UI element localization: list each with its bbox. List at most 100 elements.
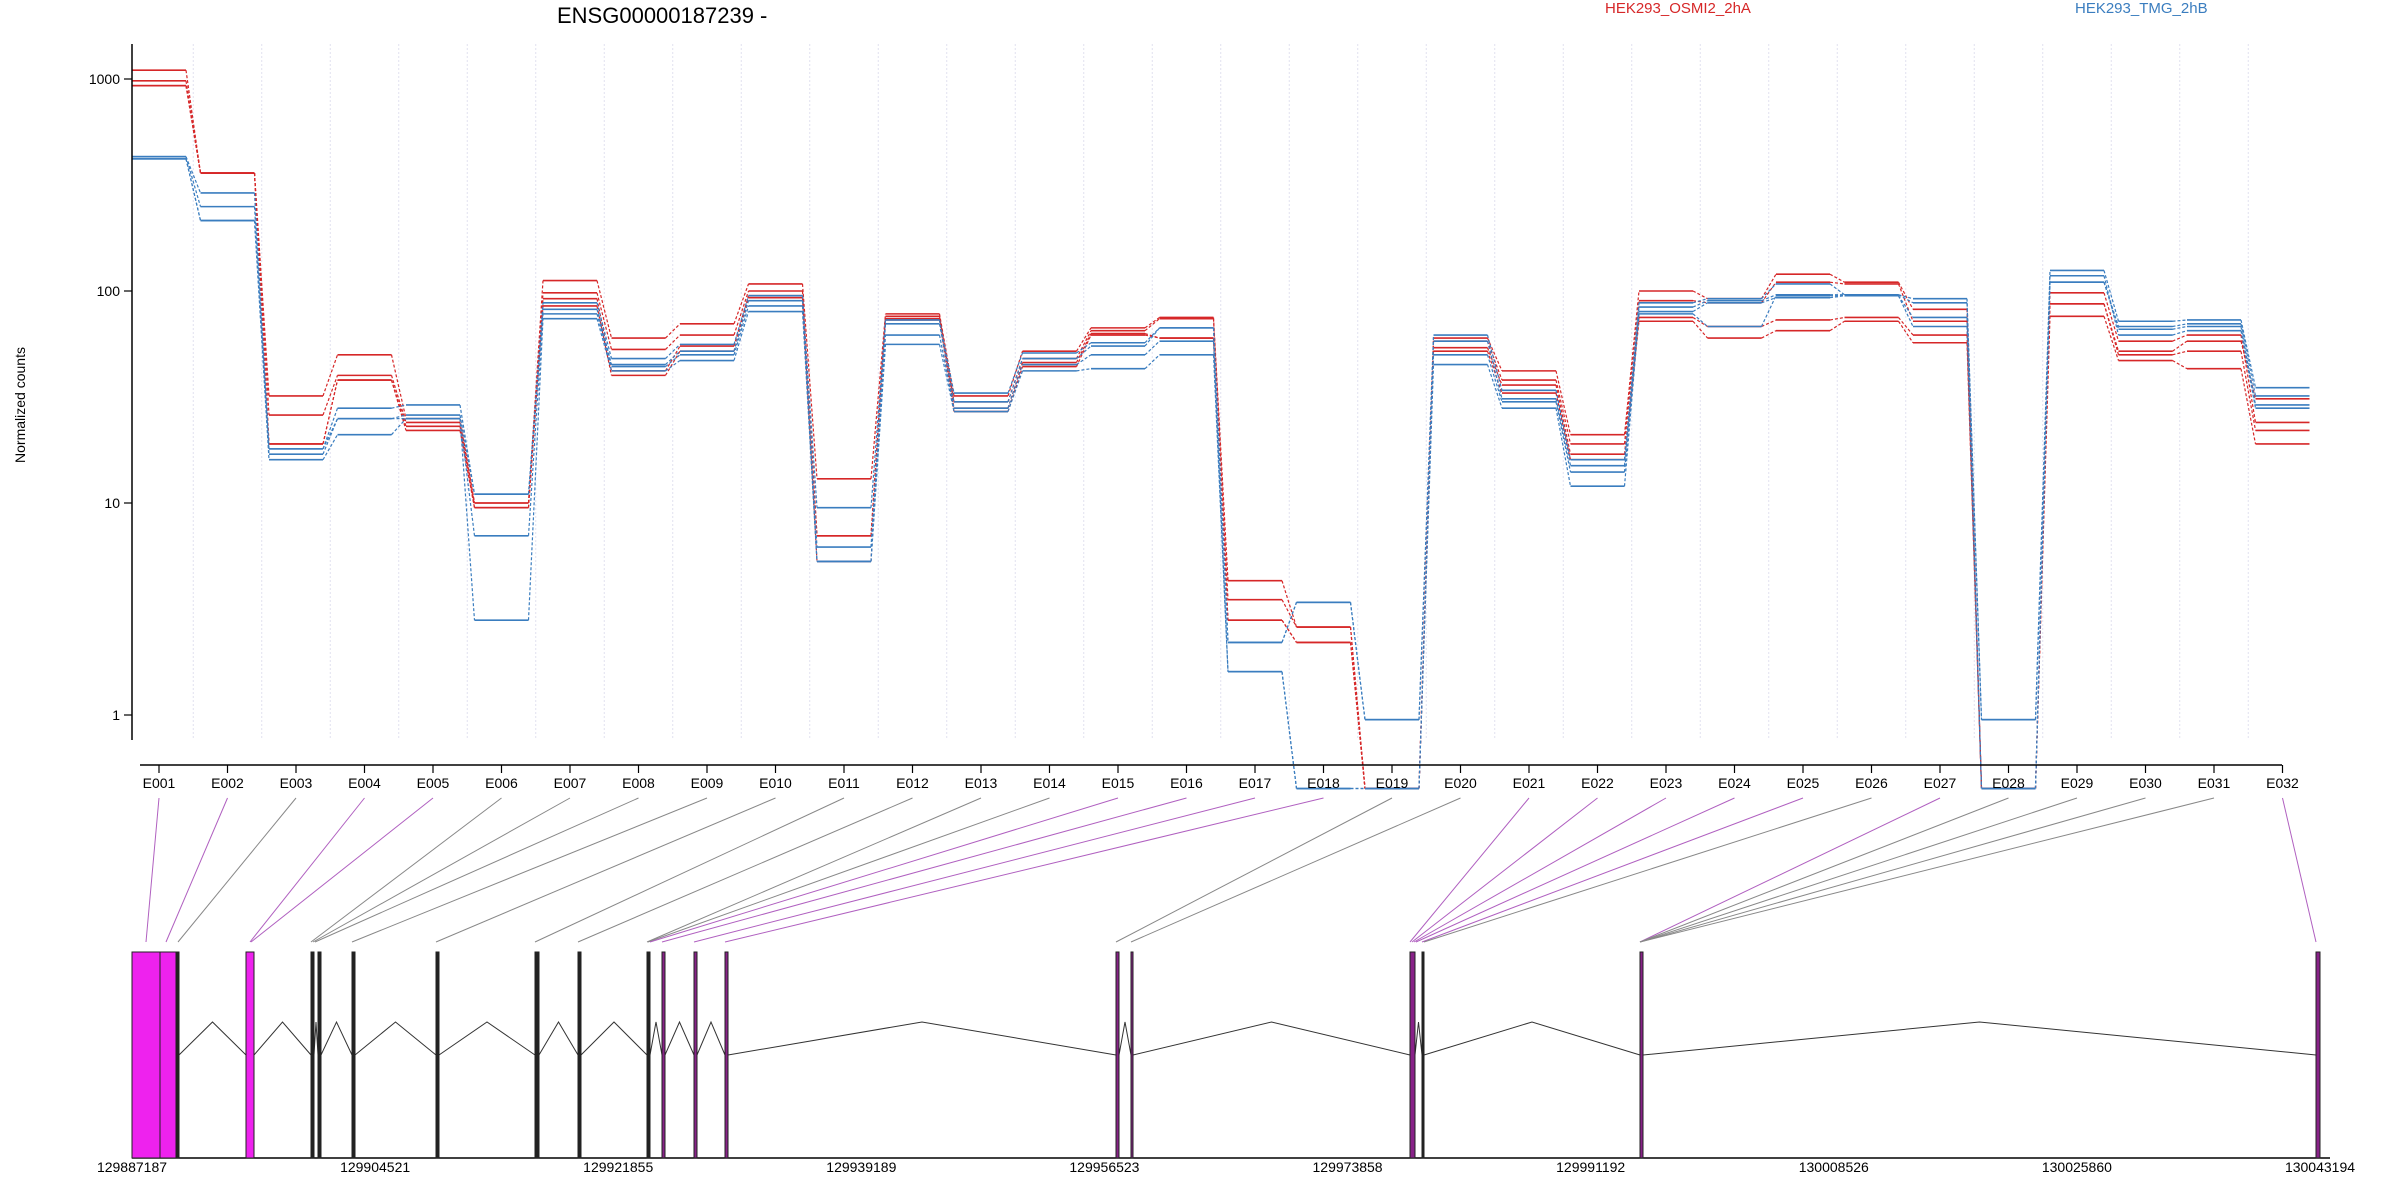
- series-transition: [1898, 317, 1914, 336]
- series-transition: [801, 311, 818, 562]
- series-transition: [665, 354, 681, 368]
- chart-title: ENSG00000187239 -: [557, 3, 767, 28]
- exon-connector: [351, 797, 708, 943]
- y-tick-label: 10: [104, 495, 120, 511]
- series-transition: [1281, 580, 1298, 628]
- exon-connector: [534, 797, 845, 943]
- series-transition: [390, 354, 407, 419]
- exon-connector: [165, 797, 228, 943]
- genome-coord-label: 129904521: [340, 1159, 410, 1175]
- x-tick-label: E008: [622, 775, 655, 791]
- series-transition: [2240, 368, 2257, 445]
- series-transition: [1897, 283, 1914, 322]
- series-transition: [733, 300, 750, 352]
- series-transition: [527, 313, 544, 536]
- exon-box: [317, 951, 322, 1159]
- genome-coord-label: 129973858: [1313, 1159, 1383, 1175]
- intron-line: [320, 1020, 353, 1056]
- exon-connector: [577, 797, 913, 943]
- series-transition: [1829, 281, 1845, 285]
- exon-connector: [1115, 797, 1393, 943]
- series-transition: [665, 343, 681, 360]
- series-transition: [1761, 283, 1777, 300]
- series-transition: [1075, 330, 1092, 359]
- series-transition: [322, 379, 339, 445]
- gene-model: [131, 951, 2330, 1159]
- y-tick-label: 1000: [89, 71, 120, 87]
- series-transition: [1281, 602, 1298, 643]
- intron-line: [649, 1021, 663, 1056]
- series-transition: [322, 375, 339, 416]
- exon-box: [1130, 951, 1134, 1159]
- intron-line: [696, 1020, 726, 1056]
- series-transition: [322, 418, 339, 455]
- exon-connector: [250, 797, 434, 943]
- series-transition: [391, 414, 407, 420]
- series-transition: [596, 313, 613, 367]
- series-transition: [665, 323, 681, 339]
- exon-connector: [2282, 797, 2317, 943]
- series-transition: [1555, 390, 1572, 460]
- x-tick-label: E029: [2061, 775, 2094, 791]
- legend-label-tmg: HEK293_TMG_2hB: [2075, 0, 2208, 17]
- intron-line: [1414, 1021, 1423, 1056]
- x-tick-label: E017: [1239, 775, 1272, 791]
- x-tick-label: E003: [280, 775, 313, 791]
- exon-box: [646, 951, 651, 1159]
- series-HEK293_OSMI2_2hA-1: [132, 80, 2310, 790]
- exon-connector: [649, 797, 1119, 943]
- y-ticks: 1 10 100 1000: [89, 71, 132, 723]
- series-transition: [1075, 334, 1092, 367]
- x-tick-label: E018: [1307, 775, 1340, 791]
- series-transition: [322, 408, 339, 450]
- exon-connector: [1421, 797, 1804, 943]
- series-transition: [2103, 282, 2120, 330]
- series-transition: [801, 295, 818, 508]
- intron-line: [1132, 1021, 1411, 1056]
- series-transition: [2172, 323, 2188, 328]
- exon-connector: [1639, 797, 2009, 943]
- x-tick-label: E028: [1992, 775, 2025, 791]
- series-transition: [527, 309, 544, 495]
- series-transition: [1418, 364, 1435, 789]
- exon-connector: [1415, 797, 1735, 943]
- exon-connector: [1130, 797, 1461, 943]
- series-transition: [1829, 316, 1845, 321]
- x-tick-label: E026: [1855, 775, 1888, 791]
- series-transition: [1076, 368, 1092, 372]
- x-tick-label: E022: [1581, 775, 1614, 791]
- exon-connector: [1423, 797, 1872, 943]
- x-tick-label: E009: [691, 775, 724, 791]
- series-transition: [870, 319, 887, 508]
- series-transition: [665, 360, 681, 372]
- series-transition: [1555, 408, 1572, 487]
- x-tick-label: E007: [554, 775, 587, 791]
- exon-box: [693, 951, 698, 1159]
- series-transition: [870, 313, 887, 479]
- x-tick-label: E001: [143, 775, 176, 791]
- series-transition: [1898, 295, 1914, 318]
- series-transition: [1555, 401, 1572, 473]
- series-transition: [2172, 334, 2188, 342]
- series-transition: [1555, 392, 1572, 460]
- x-tick-label: E027: [1924, 775, 1957, 791]
- exon-box: [245, 951, 255, 1159]
- series-transition: [2103, 303, 2120, 352]
- series-transition: [185, 158, 202, 221]
- x-tick-label: E030: [2129, 775, 2162, 791]
- series-transition: [1898, 294, 1914, 304]
- series-transition: [1623, 311, 1640, 473]
- x-tick-label: E014: [1033, 775, 1066, 791]
- series-transition: [1692, 300, 1708, 304]
- series-transition: [390, 379, 407, 431]
- genome-coord-label: 129921855: [583, 1159, 653, 1175]
- series-transition: [1897, 281, 1914, 310]
- series-transition: [2034, 282, 2051, 720]
- series-transition: [665, 334, 681, 350]
- series-transition: [1692, 290, 1708, 300]
- genome-coord-label: 129939189: [826, 1159, 896, 1175]
- series-transition: [1555, 398, 1572, 466]
- series-transition: [459, 422, 476, 504]
- series-transition: [1076, 354, 1092, 366]
